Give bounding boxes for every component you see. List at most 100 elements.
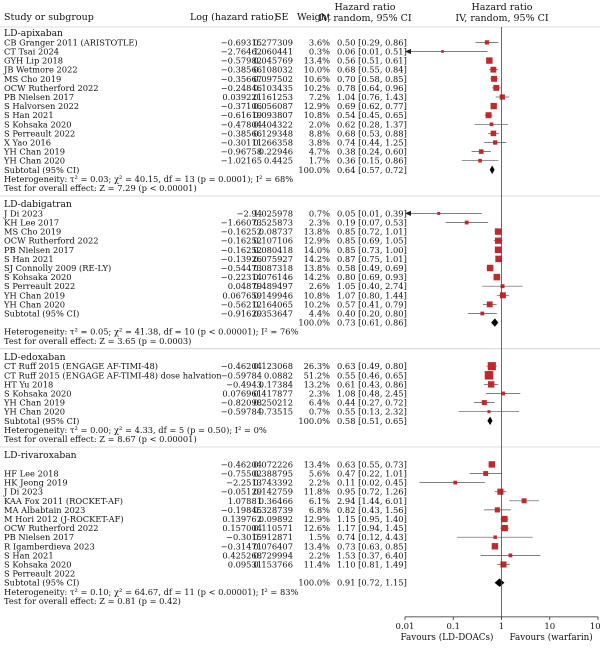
ci-value: 0.55 [0.46, 0.65] xyxy=(337,370,407,380)
tick-label: 0.01 xyxy=(396,622,415,632)
log-hr-value: −0.47804 xyxy=(221,119,262,129)
weight-value: 10.2% xyxy=(304,83,330,93)
se-value: 1.025978 xyxy=(253,208,293,218)
effect-marker xyxy=(493,535,497,539)
effect-marker xyxy=(478,149,484,154)
ci-value: 2.94 [1.44, 6.01] xyxy=(337,496,407,506)
effect-marker xyxy=(486,301,493,308)
heterogeneity-text: Heterogeneity: τ² = 0.10; χ² = 64.67, df… xyxy=(4,587,299,597)
ci-arrow xyxy=(405,48,411,55)
weight-value: 2.0% xyxy=(309,119,330,129)
log-hr-value: −2.2513 xyxy=(226,478,262,488)
effect-marker xyxy=(483,471,489,476)
ci-value: 0.62 [0.28, 1.37] xyxy=(337,119,407,129)
weight-value: 13.4% xyxy=(304,541,330,551)
se-value: 0.525873 xyxy=(253,218,293,228)
study-name: S Kohsaka 2020 xyxy=(4,560,72,570)
effect-marker xyxy=(494,237,502,244)
se-value: 0.164065 xyxy=(253,299,293,309)
study-name: CT Tsai 2024 xyxy=(4,47,59,57)
study-name: S Han 2021 xyxy=(4,550,54,560)
log-hr-value: −0.96758 xyxy=(221,147,262,157)
favours-left-label: Favours (LD-DOACs) xyxy=(401,632,494,643)
study-name: MS Cho 2019 xyxy=(4,227,61,237)
study-name: S Han 2021 xyxy=(4,110,54,120)
se-value: 0.743392 xyxy=(253,478,293,488)
ci-value: 0.55 [0.13, 2.32] xyxy=(337,407,407,417)
effect-marker xyxy=(441,50,444,53)
favours-right-label: Favours (warfarin) xyxy=(510,632,593,643)
log-hr-value: 0.04879 xyxy=(228,281,262,291)
se-value: 0.080418 xyxy=(253,245,293,255)
overall-effect-text: Test for overall effect: Z = 3.65 (p = 0… xyxy=(4,336,191,346)
weight-value: 14.0% xyxy=(304,245,330,255)
ci-value: 0.68 [0.55, 0.84] xyxy=(337,65,407,75)
subtotal-weight: 100.0% xyxy=(298,416,330,426)
log-hr-value: −0.61619 xyxy=(221,110,262,120)
log-hr-value: 0.157004 xyxy=(222,523,262,533)
study-name: M Hori 2012 (J-ROCKET-AF) xyxy=(4,514,124,524)
weight-value: 2.3% xyxy=(309,218,330,228)
subtotal-weight: 4.4% xyxy=(309,309,330,319)
weight-value: 10.8% xyxy=(304,110,330,120)
log-hr-value: −0.59784 xyxy=(221,407,262,417)
effect-marker xyxy=(478,158,482,163)
effect-marker xyxy=(484,40,490,45)
effect-marker xyxy=(485,112,492,119)
ci-value: 0.74 [0.12, 4.43] xyxy=(337,532,407,542)
subtotal-label: Subtotal (95% CI) xyxy=(4,165,79,175)
effect-marker xyxy=(491,75,497,82)
group-title: LD-rivaroxaban xyxy=(4,450,77,461)
effect-marker xyxy=(464,220,469,225)
effect-marker xyxy=(437,211,441,215)
ci-value: 0.44 [0.27, 0.72] xyxy=(337,398,407,408)
se-value: 0.075927 xyxy=(253,254,293,264)
log-hr-value: −2.94 xyxy=(237,208,262,218)
study-name: J Di 2023 xyxy=(3,487,43,497)
header-study: Study or subgroup xyxy=(4,12,94,23)
subtotal-weight: 100.0% xyxy=(298,165,330,175)
effect-marker xyxy=(489,122,494,127)
study-name: S Kohsaka 2020 xyxy=(4,119,72,129)
table-header: Study or subgroup Log (hazard ratio) SE … xyxy=(4,2,549,24)
weight-value: 11.4% xyxy=(304,560,330,570)
se-value: 1.060441 xyxy=(253,47,293,57)
ci-value: 0.78 [0.64, 0.96] xyxy=(337,83,407,93)
ci-value: 0.74 [0.44, 1.25] xyxy=(337,138,407,148)
study-name: PB Nielsen 2017 xyxy=(4,92,74,102)
effect-marker xyxy=(486,264,494,272)
weight-value: 1.5% xyxy=(309,532,330,542)
log-hr-value: −0.13926 xyxy=(221,254,262,264)
weight-value: 14.2% xyxy=(304,254,330,264)
study-name: KAA Fox 2011 (ROCKET-AF) xyxy=(4,496,123,506)
effect-marker xyxy=(494,246,502,254)
log-hr-value: −0.57982 xyxy=(221,56,262,66)
log-hr-value: −0.38566 xyxy=(221,128,262,138)
se-value: 0.08737 xyxy=(259,227,293,237)
weight-value: 6.1% xyxy=(309,496,330,506)
weight-value: 13.8% xyxy=(304,227,330,237)
weight-value: 3.6% xyxy=(309,37,330,47)
overall-effect-text: Test for overall effect: Z = 7.29 (p < 0… xyxy=(4,183,197,193)
weight-value: 12.9% xyxy=(304,101,330,111)
study-name: YH Chan 2019 xyxy=(3,290,65,300)
se-value: 0.129348 xyxy=(253,128,293,138)
log-hr-value: −0.54473 xyxy=(221,263,262,273)
log-hr-value: −0.19845 xyxy=(221,505,262,515)
weight-value: 12.9% xyxy=(304,236,330,246)
ci-value: 1.05 [0.40, 2.74] xyxy=(337,281,407,291)
log-hr-value: −0.38566 xyxy=(221,65,262,75)
log-hr-value: −0.69315 xyxy=(221,37,262,47)
study-name: OCW Rutherford 2022 xyxy=(4,83,99,93)
tick-label: 100 xyxy=(590,622,600,632)
se-value: 0.087318 xyxy=(253,263,293,273)
weight-value: 10.6% xyxy=(304,74,330,84)
log-hr-value: −0.35667 xyxy=(221,74,262,84)
weight-value: 12.9% xyxy=(304,514,330,524)
log-hr-value: −0.46204 xyxy=(221,459,262,469)
log-hr-value: −0.31471 xyxy=(221,541,262,551)
se-value: 0.107106 xyxy=(253,236,293,246)
weight-value: 13.8% xyxy=(304,263,330,273)
effect-marker xyxy=(501,515,508,523)
